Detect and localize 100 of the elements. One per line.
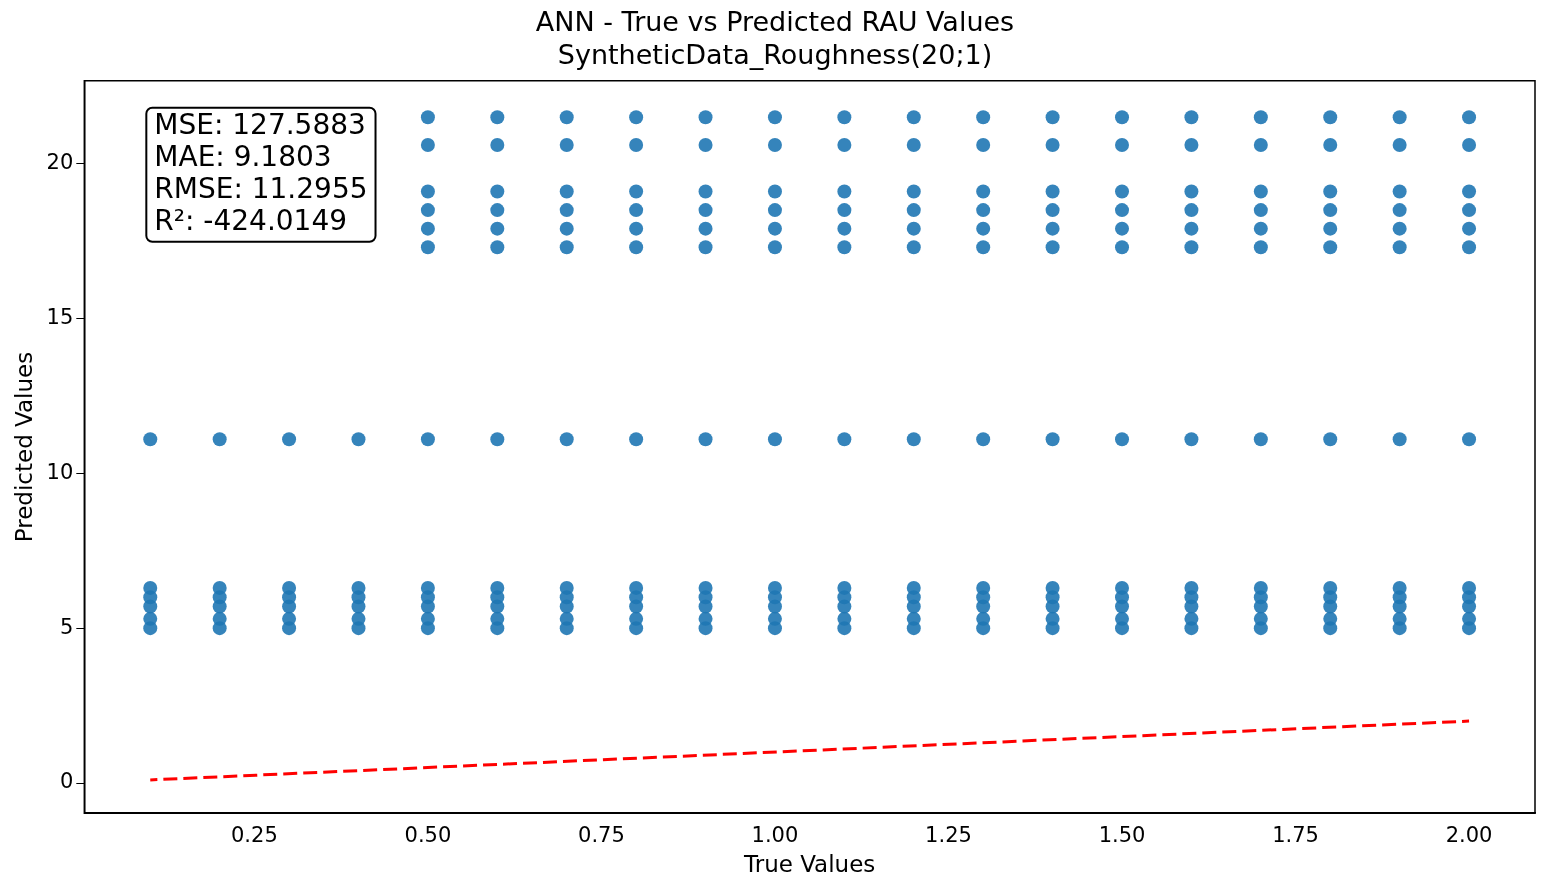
point [420,240,435,255]
point [837,221,852,236]
x-tick-label: 0.25 [230,823,278,848]
point [976,203,991,218]
point [767,611,782,626]
x-tick-label: 1.25 [925,823,972,848]
point [1253,184,1268,199]
point [1253,221,1268,236]
point [698,110,713,125]
annotation: MAE: 9.1803 [154,140,332,174]
point [837,138,852,153]
y-tick-label: 15 [46,304,74,329]
point [906,110,921,125]
point [1045,110,1060,125]
point [767,221,782,236]
point [906,138,921,153]
point [490,611,505,626]
point [1323,580,1338,595]
point [1323,184,1338,199]
point [559,138,574,153]
point [1045,432,1060,447]
point [1184,203,1199,218]
annotation: MSE: 127.5883 [154,108,366,142]
x-tick-label: 2.00 [1445,823,1493,848]
point [1184,184,1199,199]
point [767,240,782,255]
point [698,611,713,626]
point [906,611,921,626]
point [976,611,991,626]
point [1115,138,1130,153]
point [1045,184,1060,199]
point [767,184,782,199]
point [1045,580,1060,595]
point [490,580,505,595]
y-tick-label: 10 [46,459,74,484]
point [629,138,644,153]
point [559,184,574,199]
point [1115,611,1130,626]
point [1184,240,1199,255]
x-tick-label: 0.75 [578,823,625,848]
point [1115,110,1130,125]
x-tick-label: 1.50 [1098,823,1146,848]
chart-subtitle: SyntheticData_Roughness(20;1) [557,38,993,70]
point [906,240,921,255]
y-tick-label: 5 [59,614,74,639]
point [1323,203,1338,218]
point [351,432,366,447]
point [1115,203,1130,218]
point [1392,240,1407,255]
point [629,203,644,218]
point [1392,184,1407,199]
point [1045,138,1060,153]
point [1392,611,1407,626]
point [559,240,574,255]
y-tick-label: 20 [46,150,74,175]
point [837,110,852,125]
point [629,184,644,199]
point [698,138,713,153]
point [698,432,713,447]
point [1115,240,1130,255]
point [559,611,574,626]
point [1253,203,1268,218]
point [559,432,574,447]
point [559,221,574,236]
point [767,138,782,153]
point [212,611,227,626]
point [767,203,782,218]
point [420,138,435,153]
point [1253,611,1268,626]
point [282,580,297,595]
point [629,580,644,595]
point [1253,240,1268,255]
point [767,110,782,125]
point [282,432,297,447]
point [282,611,297,626]
point [420,611,435,626]
y-axis-title: Predicted Values [10,351,37,543]
point [1253,110,1268,125]
point [698,203,713,218]
y-tick-label: 0 [59,769,74,794]
point [420,221,435,236]
point [1115,432,1130,447]
point [420,184,435,199]
point [629,432,644,447]
point [837,432,852,447]
point [976,240,991,255]
point [1462,240,1477,255]
point [1184,138,1199,153]
point [767,432,782,447]
point [1323,240,1338,255]
point [1392,221,1407,236]
point [1045,203,1060,218]
point [698,580,713,595]
point [1392,203,1407,218]
point [837,240,852,255]
point [906,580,921,595]
point [1184,580,1199,595]
point [1392,110,1407,125]
point [976,580,991,595]
point [1392,580,1407,595]
